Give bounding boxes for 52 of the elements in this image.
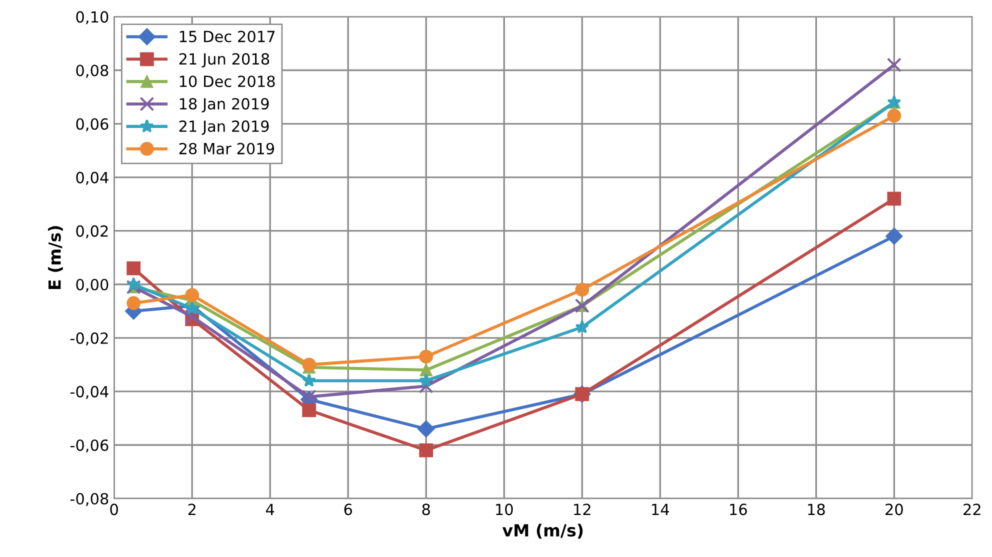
legend-label: 28 Mar 2019 bbox=[179, 142, 274, 154]
point bbox=[419, 350, 434, 364]
point bbox=[185, 288, 200, 302]
point bbox=[886, 228, 903, 245]
y-tick-label: 0,02 bbox=[76, 225, 108, 238]
x-axis-title: vM (m/s) bbox=[502, 524, 583, 539]
x-tick-label: 22 bbox=[964, 504, 980, 515]
x-tick-label: 16 bbox=[730, 504, 747, 516]
point bbox=[302, 403, 316, 418]
point bbox=[418, 378, 434, 394]
point bbox=[575, 282, 590, 297]
x-tick-label: 10 bbox=[496, 504, 513, 516]
y-tick-label: -0,08 bbox=[70, 492, 108, 506]
legend-label: 15 Dec 2017 bbox=[180, 30, 275, 42]
point bbox=[418, 420, 435, 438]
point bbox=[419, 443, 434, 458]
point bbox=[302, 358, 316, 372]
y-tick-label: -0,04 bbox=[70, 386, 108, 400]
point bbox=[887, 192, 902, 206]
y-tick-label: 0,10 bbox=[76, 11, 108, 24]
y-tick-label: -0,02 bbox=[70, 332, 108, 346]
x-tick-label: 4 bbox=[266, 504, 274, 515]
y-tick-label: -0,06 bbox=[70, 439, 108, 453]
y-tick-label: 0,06 bbox=[76, 118, 108, 132]
x-tick-label: 18 bbox=[808, 504, 825, 516]
x-tick-label: 12 bbox=[574, 504, 590, 515]
point bbox=[126, 261, 141, 276]
point bbox=[126, 277, 141, 290]
point bbox=[126, 296, 141, 310]
y-axis-title: E (m/s) bbox=[48, 226, 63, 289]
y-tick-label: 0,08 bbox=[76, 64, 108, 78]
legend-label: 18 Jan 2019 bbox=[180, 98, 269, 112]
point bbox=[302, 390, 316, 404]
point bbox=[575, 320, 590, 334]
point bbox=[420, 364, 432, 376]
point bbox=[185, 301, 200, 315]
point bbox=[302, 373, 316, 387]
legend-label: 10 Dec 2018 bbox=[180, 76, 275, 88]
x-tick-label: 0 bbox=[110, 504, 118, 516]
point bbox=[184, 309, 200, 324]
legend-label: 21 Jan 2019 bbox=[179, 120, 269, 135]
legend-label: 21 Jun 2018 bbox=[179, 53, 270, 68]
y-tick-label: 0,00 bbox=[76, 278, 108, 292]
point bbox=[887, 108, 902, 123]
x-tick-label: 20 bbox=[886, 504, 903, 516]
y-tick-label: 0,04 bbox=[76, 172, 108, 185]
point bbox=[419, 373, 434, 387]
x-tick-label: 14 bbox=[652, 504, 669, 515]
x-tick-label: 6 bbox=[344, 504, 352, 516]
x-tick-label: 8 bbox=[422, 504, 430, 516]
point bbox=[886, 58, 902, 72]
x-tick-label: 2 bbox=[188, 504, 196, 515]
